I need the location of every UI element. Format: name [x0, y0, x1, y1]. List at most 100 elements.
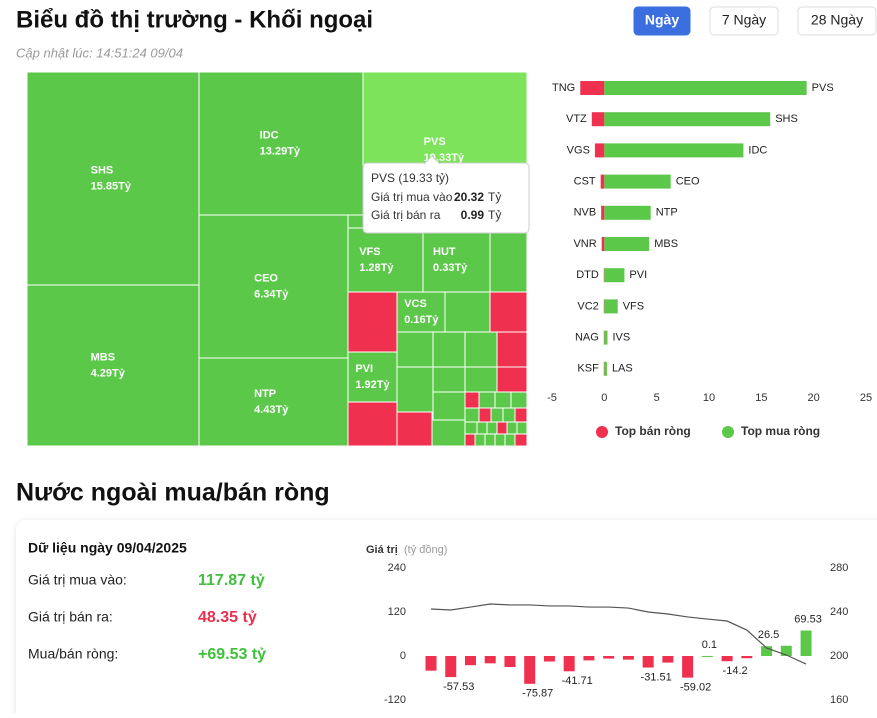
legend-label[interactable]: Top bán ròng — [615, 424, 691, 438]
bar-value-label: 69.53 — [794, 613, 822, 625]
treemap-tile — [26, 71, 200, 286]
bar-value-label: -59.02 — [680, 682, 711, 694]
bar-label: VGS — [567, 144, 590, 156]
summary-label: Giá trị mua vào: — [28, 572, 127, 588]
summary-label: Mua/bán ròng: — [28, 646, 118, 662]
tile-value: 6.34Tỷ — [254, 288, 289, 300]
bar-value-label: -75.87 — [522, 688, 553, 700]
bar — [604, 330, 608, 345]
tab[interactable] — [709, 6, 779, 36]
bar-label: NVB — [574, 207, 597, 219]
bar-label: LAS — [612, 363, 633, 375]
treemap-tile-small — [396, 331, 434, 368]
tab[interactable] — [633, 6, 691, 36]
bar — [642, 656, 654, 668]
bar-value-label: -14.2 — [723, 665, 748, 677]
bar — [761, 646, 773, 656]
bar-label: NAG — [575, 332, 599, 344]
bar — [425, 656, 437, 671]
x-tick-label: 5 — [654, 392, 660, 404]
bar-label: CST — [574, 176, 596, 188]
treemap-tile — [26, 284, 200, 447]
bar — [604, 81, 807, 95]
bar — [464, 656, 476, 666]
tile-name: IDC — [260, 129, 279, 141]
bar-label: VFS — [623, 300, 644, 312]
tooltip-label: Giá trị bán ra — [371, 208, 441, 222]
bar — [800, 630, 812, 656]
treemap-tile-small — [496, 421, 508, 435]
section-title: Nước ngoài mua/bán ròng — [16, 479, 330, 507]
bar — [580, 81, 605, 95]
tile-value: 13.29Tỷ — [260, 145, 301, 157]
bar-value-label: -57.53 — [443, 681, 474, 693]
tooltip-pointer — [423, 155, 441, 165]
bar-label: VC2 — [577, 300, 598, 312]
chart-title: Giá trị — [366, 544, 398, 556]
tile-name: CEO — [254, 272, 278, 284]
treemap-tile-small — [514, 433, 528, 447]
treemap-tile-small — [464, 421, 478, 435]
treemap-tile-small — [494, 391, 512, 409]
bar — [604, 205, 651, 220]
treemap-tile — [396, 291, 446, 333]
bar — [701, 655, 713, 657]
bar — [603, 361, 605, 376]
treemap-tile-small — [432, 391, 466, 421]
bar — [524, 656, 536, 684]
tile-value: 4.29Tỷ — [91, 367, 126, 379]
bar — [600, 174, 605, 189]
y-tick-label: 240 — [388, 562, 406, 574]
treemap-tile-small — [431, 419, 466, 447]
x-tick-label: 25 — [860, 392, 872, 404]
treemap-tile-small — [432, 331, 466, 368]
treemap-tile-small — [490, 407, 504, 423]
bar-label: DTD — [576, 269, 599, 281]
tile-name: HUT — [433, 246, 456, 258]
bar-value-label: 26.5 — [758, 629, 779, 641]
tooltip-value: 0.99 — [461, 208, 485, 222]
legend-marker — [596, 426, 608, 438]
treemap-tile-small — [396, 411, 433, 447]
bar — [682, 656, 694, 678]
x-tick-label: 15 — [755, 392, 767, 404]
bar-label: NTP — [656, 207, 678, 219]
bar-value-label: -31.51 — [641, 671, 672, 683]
tooltip-label: Giá trị mua vào — [371, 190, 453, 204]
updated-time: Cập nhật lúc: 14:51:24 09/04 — [16, 45, 183, 60]
treemap-tile — [347, 351, 398, 403]
y2-tick-label: 200 — [830, 650, 848, 662]
tooltip-title: PVS (19.33 tỷ) — [371, 171, 449, 185]
tile-name: PVI — [355, 363, 373, 375]
tooltip-value: 20.32 — [454, 190, 484, 204]
treemap-tile-small — [464, 407, 480, 423]
treemap-tile-small — [514, 407, 528, 423]
tile-name: VFS — [359, 246, 380, 258]
bar — [504, 656, 516, 667]
treemap-tile-small — [464, 366, 498, 393]
treemap-tile — [198, 357, 349, 447]
treemap-tile-small — [396, 366, 434, 413]
bar-label: PVI — [629, 269, 647, 281]
summary-label: Giá trị bán ra: — [28, 609, 113, 625]
treemap-tile-small — [464, 433, 476, 447]
bar — [604, 237, 650, 251]
treemap-tile-small — [496, 366, 528, 393]
tab-label[interactable]: 28 Ngày — [811, 12, 863, 28]
bar-label: MBS — [654, 238, 678, 250]
bar — [604, 361, 607, 376]
bar-label: PVS — [812, 82, 834, 94]
treemap-tile-small — [494, 433, 506, 447]
treemap-tile-small — [510, 391, 528, 409]
tab-label[interactable]: Ngày — [645, 12, 679, 28]
tab[interactable] — [797, 6, 877, 36]
bar — [445, 656, 457, 678]
line — [430, 603, 807, 665]
bar-label: SHS — [775, 113, 798, 125]
chart-unit: (tỷ đồng) — [404, 544, 447, 556]
tab-label[interactable]: 7 Ngày — [722, 12, 766, 28]
legend-label[interactable]: Top mua ròng — [741, 424, 820, 438]
bar — [780, 645, 792, 656]
